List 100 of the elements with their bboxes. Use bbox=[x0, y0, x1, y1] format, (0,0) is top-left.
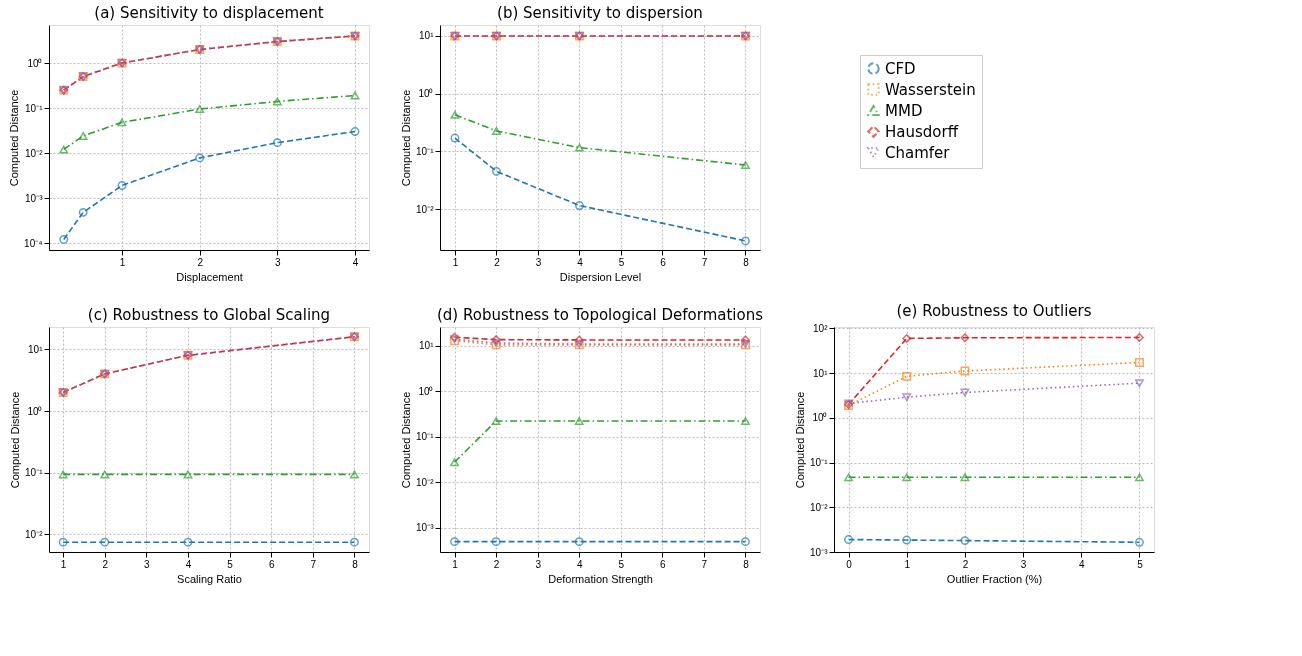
x-tick-label: 8 bbox=[743, 558, 750, 570]
x-tick-label: 2 bbox=[102, 558, 109, 570]
point bbox=[349, 537, 359, 547]
point bbox=[1135, 473, 1144, 482]
x-tick-label: 8 bbox=[743, 256, 750, 268]
y-tick-label: 10⁻¹ bbox=[416, 431, 435, 443]
x-tick-label: 2 bbox=[494, 256, 501, 268]
point bbox=[349, 470, 359, 479]
x-tick-label: 4 bbox=[352, 256, 359, 268]
point bbox=[183, 537, 193, 547]
point bbox=[450, 537, 459, 547]
point bbox=[350, 127, 360, 137]
x-tick-label: 7 bbox=[701, 558, 708, 570]
x-axis-title: Scaling Ratio bbox=[177, 572, 242, 585]
y-tick-label: 10⁻¹ bbox=[25, 102, 44, 114]
point bbox=[450, 458, 459, 467]
point bbox=[491, 126, 501, 135]
point bbox=[902, 393, 912, 402]
x-tick-label: 4 bbox=[185, 558, 192, 570]
point bbox=[741, 537, 750, 547]
point bbox=[1135, 379, 1144, 388]
x-tick-label: 7 bbox=[701, 256, 708, 268]
point bbox=[902, 333, 912, 343]
x-tick-label: 5 bbox=[618, 558, 625, 570]
x-tick-label: 6 bbox=[660, 256, 667, 268]
point bbox=[272, 138, 282, 148]
x-tick-label: 4 bbox=[576, 558, 583, 570]
y-tick-label: 10⁻¹ bbox=[25, 467, 44, 479]
point bbox=[741, 335, 750, 345]
x-tick-label: 0 bbox=[846, 558, 853, 570]
point bbox=[183, 470, 193, 479]
point bbox=[741, 236, 750, 246]
point bbox=[78, 131, 88, 140]
y-tick-label: 10² bbox=[813, 322, 829, 334]
x-tick-label: 3 bbox=[535, 558, 542, 570]
y-tick-label: 10⁰ bbox=[27, 405, 43, 417]
point bbox=[450, 110, 460, 119]
point bbox=[741, 417, 750, 425]
point bbox=[844, 535, 853, 544]
legend-label: CFD bbox=[885, 59, 916, 78]
y-axis-title: Computed Distance bbox=[8, 89, 21, 187]
y-axis-title: Computed Distance bbox=[9, 391, 22, 489]
point bbox=[195, 105, 205, 113]
y-tick-label: 10⁰ bbox=[27, 57, 43, 69]
x-tick-label: 3 bbox=[144, 558, 151, 570]
point bbox=[574, 335, 584, 345]
x-axis-title: Deformation Strength bbox=[548, 572, 653, 585]
point bbox=[195, 153, 205, 163]
y-tick-label: 10¹ bbox=[28, 343, 44, 355]
x-tick-label: 3 bbox=[535, 256, 542, 268]
point bbox=[59, 235, 69, 244]
point bbox=[902, 473, 912, 482]
x-tick-label: 1 bbox=[60, 558, 67, 570]
point bbox=[100, 537, 110, 547]
point bbox=[58, 537, 68, 547]
point bbox=[491, 417, 501, 425]
x-tick-label: 1 bbox=[904, 558, 911, 570]
point bbox=[100, 470, 110, 479]
x-tick-label: 3 bbox=[1020, 558, 1027, 570]
x-tick-label: 6 bbox=[268, 558, 275, 570]
x-tick-label: 4 bbox=[1078, 558, 1085, 570]
point bbox=[960, 333, 970, 343]
y-tick-label: 10¹ bbox=[419, 340, 435, 352]
x-tick-label: 2 bbox=[493, 558, 500, 570]
y-tick-label: 10⁻² bbox=[25, 147, 44, 159]
x-tick-label: 6 bbox=[660, 558, 667, 570]
y-tick-label: 10⁻² bbox=[810, 501, 829, 513]
point bbox=[575, 143, 584, 152]
chart-title: (e) Robustness to Outliers bbox=[896, 302, 1092, 321]
y-tick-label: 10⁰ bbox=[418, 88, 434, 100]
point bbox=[117, 118, 127, 127]
point bbox=[902, 535, 912, 545]
chart-title: (a) Sensitivity to displacement bbox=[94, 4, 324, 22]
y-axis-title: Computed Distance bbox=[794, 391, 807, 489]
legend-label: Chamfer bbox=[885, 143, 951, 162]
x-tick-label: 2 bbox=[197, 256, 204, 268]
x-tick-label: 5 bbox=[618, 256, 625, 268]
x-tick-label: 1 bbox=[119, 256, 126, 268]
x-tick-label: 5 bbox=[1137, 558, 1144, 570]
y-tick-label: 10⁻³ bbox=[416, 522, 435, 534]
point bbox=[844, 473, 853, 482]
point bbox=[59, 145, 69, 154]
point bbox=[1135, 333, 1144, 342]
chart-title: (b) Sensitivity to dispersion bbox=[497, 4, 703, 22]
y-tick-label: 10⁻⁴ bbox=[24, 237, 43, 249]
point bbox=[450, 133, 460, 143]
point bbox=[1135, 537, 1144, 547]
point bbox=[902, 371, 912, 381]
y-axis-title: Computed Distance bbox=[400, 89, 413, 187]
y-tick-label: 10⁻¹ bbox=[416, 145, 435, 157]
legend-label: Hausdorff bbox=[885, 122, 959, 141]
point bbox=[491, 335, 501, 345]
x-tick-label: 3 bbox=[275, 256, 282, 268]
x-tick-label: 1 bbox=[452, 558, 459, 570]
point bbox=[272, 97, 282, 106]
legend-label: MMD bbox=[885, 101, 923, 120]
point bbox=[491, 537, 501, 547]
x-tick-label: 1 bbox=[452, 256, 459, 268]
point bbox=[960, 536, 970, 546]
y-tick-label: 10⁰ bbox=[418, 385, 434, 397]
